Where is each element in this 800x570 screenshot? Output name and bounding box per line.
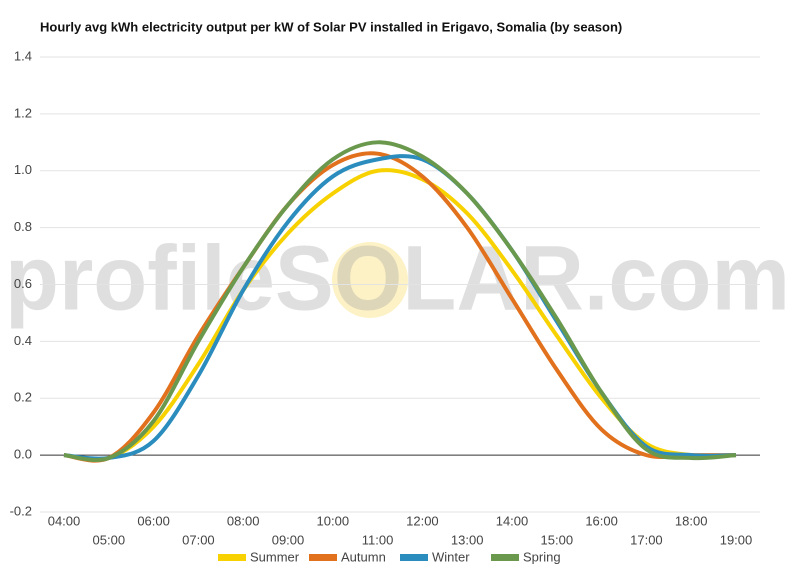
y-tick-label: 0.8 bbox=[14, 219, 32, 234]
x-tick-label: 08:00 bbox=[227, 513, 260, 528]
x-tick-label: 04:00 bbox=[48, 513, 81, 528]
y-tick-label: 0.4 bbox=[14, 333, 32, 348]
legend-label: Spring bbox=[523, 549, 561, 564]
legend-swatch bbox=[218, 554, 246, 561]
chart-title: Hourly avg kWh electricity output per kW… bbox=[40, 19, 622, 34]
x-tick-label: 12:00 bbox=[406, 513, 439, 528]
legend-swatch bbox=[309, 554, 337, 561]
x-tick-label: 06:00 bbox=[137, 513, 170, 528]
watermark-sun bbox=[332, 242, 408, 318]
x-tick-label: 18:00 bbox=[675, 513, 708, 528]
x-tick-label: 17:00 bbox=[630, 532, 663, 547]
x-tick-label: 09:00 bbox=[272, 532, 305, 547]
watermark: profileSOLAR.com bbox=[5, 227, 790, 329]
x-tick-label: 15:00 bbox=[541, 532, 574, 547]
x-tick-label: 10:00 bbox=[317, 513, 350, 528]
x-tick-label: 11:00 bbox=[362, 532, 394, 547]
legend-label: Winter bbox=[432, 549, 470, 564]
y-tick-label: -0.2 bbox=[10, 503, 32, 518]
legend-label: Autumn bbox=[341, 549, 386, 564]
x-tick-label: 16:00 bbox=[585, 513, 618, 528]
y-tick-label: 0.0 bbox=[14, 447, 32, 462]
x-tick-label: 14:00 bbox=[496, 513, 529, 528]
x-tick-label: 05:00 bbox=[93, 532, 126, 547]
y-tick-label: 1.0 bbox=[14, 162, 32, 177]
x-tick-label: 07:00 bbox=[182, 532, 215, 547]
x-tick-label: 13:00 bbox=[451, 532, 484, 547]
x-tick-label: 19:00 bbox=[720, 532, 753, 547]
series-line bbox=[63, 140, 737, 462]
legend-label: Summer bbox=[250, 549, 300, 564]
y-tick-label: 0.2 bbox=[14, 390, 32, 405]
legend-swatch bbox=[491, 554, 519, 561]
y-tick-label: 1.2 bbox=[14, 105, 32, 120]
series-line bbox=[63, 151, 736, 463]
legend-swatch bbox=[400, 554, 428, 561]
y-tick-label: 0.6 bbox=[14, 276, 32, 291]
y-tick-label: 1.4 bbox=[14, 48, 32, 63]
